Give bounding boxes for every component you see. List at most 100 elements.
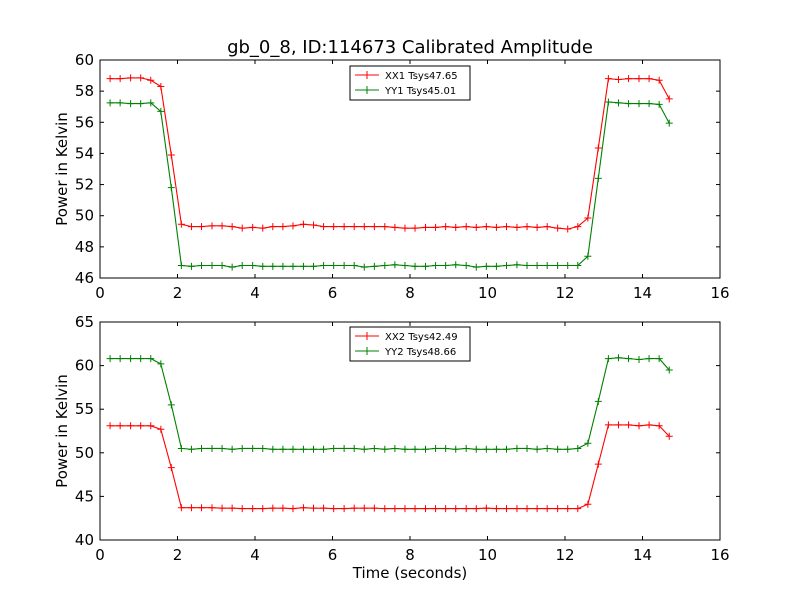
data-point	[543, 505, 551, 513]
x-tick-label: 14	[633, 546, 652, 564]
data-point	[116, 422, 124, 430]
data-point	[594, 397, 602, 405]
data-point	[167, 464, 175, 472]
data-point	[360, 445, 368, 453]
data-point	[452, 261, 460, 269]
data-point	[594, 144, 602, 152]
x-tick-label: 10	[478, 546, 497, 564]
data-point	[310, 504, 318, 512]
data-point	[665, 366, 673, 374]
data-point	[137, 422, 145, 430]
data-point	[320, 445, 328, 453]
data-point	[208, 222, 216, 230]
data-point	[391, 505, 399, 513]
data-point	[279, 445, 287, 453]
data-point	[299, 262, 307, 270]
x-tick-label: 2	[173, 546, 183, 564]
data-point	[127, 100, 135, 108]
data-point	[238, 444, 246, 452]
data-point	[249, 223, 257, 231]
legend-label: YY2 Tsys48.66	[384, 347, 456, 358]
data-point	[177, 262, 185, 270]
data-point	[432, 262, 440, 270]
data-point	[330, 444, 338, 452]
data-point	[289, 505, 297, 513]
data-point	[655, 355, 663, 363]
data-point	[249, 505, 257, 513]
data-point	[614, 421, 622, 429]
data-point	[259, 262, 267, 270]
data-point	[442, 444, 450, 452]
data-point	[289, 262, 297, 270]
data-point	[513, 261, 521, 269]
data-point	[289, 222, 297, 230]
data-point	[442, 262, 450, 270]
data-point	[350, 504, 358, 512]
data-point	[645, 75, 653, 83]
data-point	[635, 355, 643, 363]
data-point	[279, 223, 287, 231]
data-point	[502, 505, 510, 513]
data-point	[523, 223, 531, 231]
data-point	[177, 504, 185, 512]
data-point	[167, 401, 175, 409]
data-point	[462, 444, 470, 452]
data-point	[635, 422, 643, 430]
data-point	[269, 262, 277, 270]
data-point	[452, 223, 460, 231]
data-point	[238, 224, 246, 232]
data-point	[462, 262, 470, 270]
data-point	[370, 262, 378, 270]
data-point	[391, 444, 399, 452]
data-point	[350, 223, 358, 231]
data-point	[665, 432, 673, 440]
data-point	[432, 505, 440, 513]
data-point	[381, 223, 389, 231]
data-point	[269, 445, 277, 453]
data-point	[543, 223, 551, 231]
data-point	[584, 252, 592, 260]
data-point	[574, 444, 582, 452]
data-point	[381, 505, 389, 513]
data-point	[360, 223, 368, 231]
x-tick-label: 8	[405, 546, 415, 564]
bottom-plot: 0 2 4 6 8 10 12 14 16 40 45 50 55 60 65 Power in Kelvin…	[53, 313, 730, 582]
y-tick-label: 60	[75, 51, 94, 69]
data-point	[554, 445, 562, 453]
x-axis-label: Time (seconds)	[352, 564, 468, 582]
data-point	[604, 355, 612, 363]
data-point	[502, 262, 510, 270]
data-point	[411, 224, 419, 232]
data-point	[492, 223, 500, 231]
data-point	[422, 223, 429, 231]
data-point	[492, 262, 500, 270]
data-point	[279, 504, 287, 512]
y-tick-label: 46	[75, 269, 94, 287]
legend-marker	[363, 86, 371, 94]
data-point	[259, 505, 267, 513]
x-tick-label: 16	[710, 546, 729, 564]
data-point	[513, 444, 521, 452]
data-point	[116, 75, 124, 83]
data-point	[432, 223, 440, 231]
data-point	[401, 262, 409, 270]
data-point	[564, 445, 572, 453]
data-point	[259, 444, 267, 452]
data-point	[523, 444, 531, 452]
data-point	[625, 75, 633, 83]
legend-marker	[363, 347, 371, 355]
data-point	[564, 505, 572, 513]
data-point	[310, 445, 318, 453]
data-point	[147, 99, 155, 107]
data-point	[625, 100, 633, 108]
data-point	[381, 262, 389, 270]
data-point	[208, 262, 216, 270]
data-point	[370, 504, 378, 512]
data-point	[502, 445, 510, 453]
x-tick-label: 4	[250, 284, 260, 302]
data-point	[554, 505, 562, 513]
data-point	[432, 444, 440, 452]
x-tick-label: 10	[478, 284, 497, 302]
data-point	[269, 504, 277, 512]
